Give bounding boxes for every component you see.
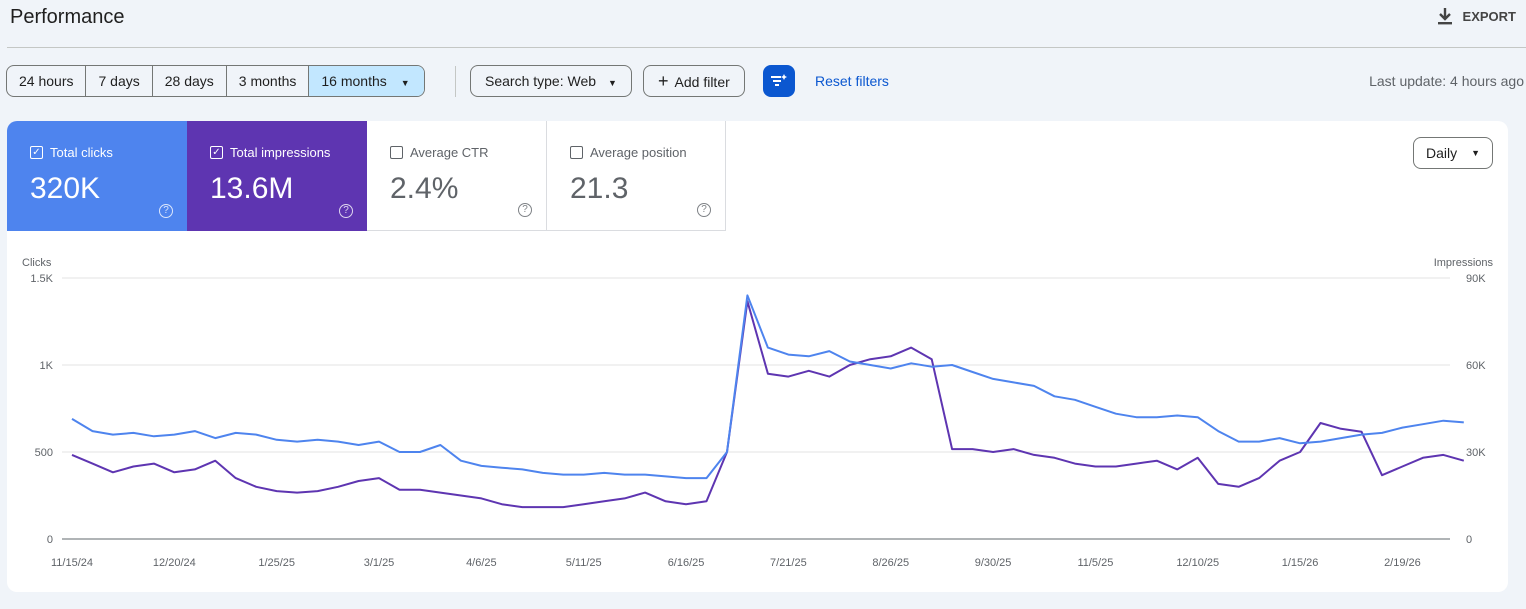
caret-down-icon: ▼ [608, 78, 617, 88]
range-16-months-label: 16 months [321, 73, 387, 89]
metric-value: 2.4% [390, 172, 459, 205]
metric-value: 21.3 [570, 172, 629, 205]
metric-total-clicks[interactable]: ✓ Total clicks 320K ? [7, 121, 187, 231]
range-16-months[interactable]: 16 months ▼ [309, 66, 424, 96]
x-tick-label: 1/15/26 [1282, 557, 1319, 569]
metric-total-impressions[interactable]: ✓ Total impressions 13.6M ? [187, 121, 367, 231]
range-3-months[interactable]: 3 months [227, 66, 310, 96]
x-tick-label: 1/25/25 [258, 557, 295, 569]
x-tick-label: 11/5/25 [1077, 557, 1113, 569]
x-tick-label: 7/21/25 [770, 557, 807, 569]
series-line-impressions [71, 300, 1465, 509]
export-button[interactable]: EXPORT [1437, 7, 1516, 25]
x-tick-label: 9/30/25 [975, 557, 1012, 569]
help-icon[interactable]: ? [339, 204, 353, 218]
right-tick-label: 60K [1466, 360, 1486, 372]
right-axis-title: Impressions [1434, 257, 1494, 269]
reset-filters-link[interactable]: Reset filters [815, 73, 889, 89]
metric-label: Total impressions [230, 145, 331, 160]
range-7-days[interactable]: 7 days [86, 66, 153, 96]
right-tick-label: 30K [1466, 447, 1486, 459]
filter-separator [455, 66, 456, 97]
x-tick-label: 4/6/25 [466, 557, 497, 569]
download-icon [1437, 8, 1452, 25]
checkbox-unchecked-icon[interactable] [390, 146, 403, 159]
left-tick-label: 500 [35, 447, 53, 459]
caret-down-icon: ▼ [1471, 148, 1480, 158]
x-tick-label: 3/1/25 [364, 557, 395, 569]
help-icon[interactable]: ? [159, 204, 173, 218]
metric-label: Average position [590, 145, 687, 160]
metric-value: 320K [30, 172, 101, 205]
x-tick-label: 5/11/25 [566, 557, 602, 569]
filter-sparkle-icon [771, 74, 787, 86]
plus-icon: + [658, 71, 669, 91]
export-label: EXPORT [1462, 8, 1516, 24]
checkbox-checked-icon[interactable]: ✓ [210, 146, 223, 159]
search-type-label: Search type: Web [485, 73, 597, 89]
help-icon[interactable]: ? [518, 203, 532, 217]
metric-value: 13.6M [210, 172, 294, 205]
metric-label: Average CTR [410, 145, 489, 160]
checkbox-unchecked-icon[interactable] [570, 146, 583, 159]
add-filter-button[interactable]: + Add filter [643, 65, 745, 97]
granularity-label: Daily [1425, 145, 1458, 161]
page-title: Performance [10, 6, 125, 28]
add-filter-label: Add filter [674, 74, 730, 90]
left-tick-label: 0 [47, 534, 53, 546]
x-tick-label: 2/19/26 [1384, 557, 1421, 569]
range-28-days[interactable]: 28 days [153, 66, 227, 96]
metric-average-position[interactable]: Average position 21.3 ? [547, 121, 726, 231]
x-tick-label: 11/15/24 [51, 557, 93, 569]
granularity-dropdown[interactable]: Daily ▼ [1412, 137, 1493, 169]
last-update-text: Last update: 4 hours ago [1369, 73, 1524, 89]
left-axis-title: Clicks [22, 257, 52, 269]
search-type-dropdown[interactable]: Search type: Web ▼ [470, 65, 632, 97]
filter-options-button[interactable] [763, 65, 795, 97]
right-tick-label: 0 [1466, 534, 1472, 546]
left-tick-label: 1.5K [30, 273, 53, 285]
metric-label: Total clicks [50, 145, 113, 160]
x-tick-label: 6/16/25 [668, 557, 705, 569]
x-tick-label: 12/20/24 [153, 557, 196, 569]
date-range-selector: 24 hours 7 days 28 days 3 months 16 mont… [6, 65, 425, 97]
right-tick-label: 90K [1466, 273, 1486, 285]
header-divider [7, 47, 1526, 48]
caret-down-icon: ▼ [400, 78, 410, 88]
metric-average-ctr[interactable]: Average CTR 2.4% ? [367, 121, 547, 231]
x-tick-label: 12/10/25 [1176, 557, 1219, 569]
left-tick-label: 1K [40, 360, 54, 372]
x-tick-label: 8/26/25 [872, 557, 909, 569]
series-line-clicks [71, 294, 1464, 480]
range-24-hours[interactable]: 24 hours [7, 66, 87, 96]
checkbox-checked-icon[interactable]: ✓ [30, 146, 43, 159]
performance-card: ✓ Total clicks 320K ? ✓ Total impressions … [7, 121, 1508, 592]
help-icon[interactable]: ? [697, 203, 711, 217]
